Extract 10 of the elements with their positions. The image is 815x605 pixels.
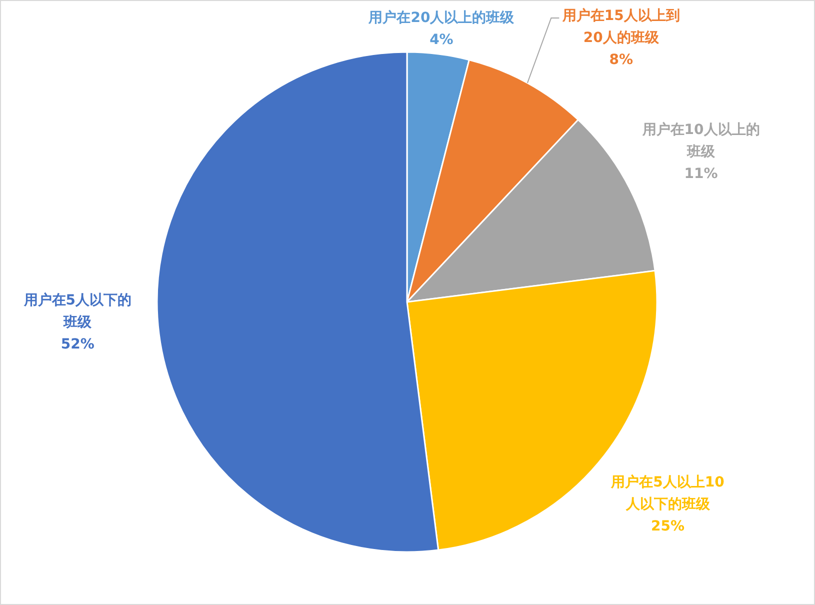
data-label: 8% (609, 52, 634, 68)
slice-label: 用户在15人以上到20人的班级 (561, 6, 680, 46)
slice-label: 用户在5人以下的班级 (22, 292, 132, 331)
data-label: 25% (650, 518, 685, 534)
data-label: 11% (684, 166, 718, 182)
slice-label: 用户在5人以上10人以下的班级 (610, 473, 725, 512)
slice-label: 用户在20人以上的班级 (368, 8, 516, 26)
data-label: 4% (430, 32, 454, 48)
data-label: 52% (60, 336, 94, 353)
slice-label: 用户在10人以上的班级 (641, 121, 760, 160)
